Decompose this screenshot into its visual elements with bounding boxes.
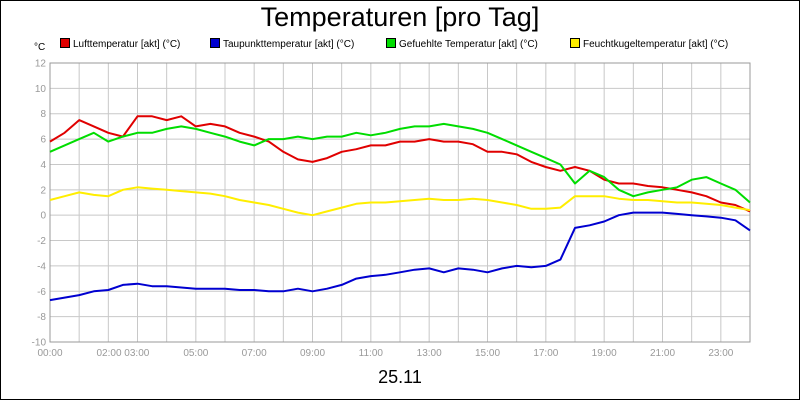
series-line-feuchtkugeltemperatur <box>49 186 751 217</box>
series-layer <box>49 115 751 302</box>
y-tick-label: -2 <box>37 236 46 247</box>
chart-title: Temperaturen [pro Tag] <box>260 2 540 32</box>
y-tick-label: 4 <box>40 160 46 171</box>
x-tick-label: 07:00 <box>242 348 267 359</box>
y-axis-unit: °C <box>34 42 46 53</box>
x-tick-label: 23:00 <box>708 348 733 359</box>
y-tick-label: 6 <box>40 135 46 146</box>
x-tick-label: 15:00 <box>475 348 500 359</box>
y-tick-label: 8 <box>40 109 46 120</box>
series-line-taupunkttemperatur <box>49 211 751 302</box>
y-tick-label: 10 <box>35 84 47 95</box>
legend-swatch-taupunkttemperatur <box>210 38 220 48</box>
series-line-gefuehlte-temperatur <box>49 122 751 204</box>
y-tick-label: -4 <box>37 261 46 272</box>
y-tick-label: -6 <box>37 287 46 298</box>
legend-item-gefuehlte-temperatur: Gefuehlte Temperatur [akt] (°C) <box>386 38 538 50</box>
legend-item-feuchtkugeltemperatur: Feuchtkugeltemperatur [akt] (°C) <box>570 38 728 50</box>
y-tick-label: 2 <box>40 185 46 196</box>
legend-swatch-lufttemperatur <box>60 38 70 48</box>
legend-label-gefuehlte-temperatur: Gefuehlte Temperatur [akt] (°C) <box>399 39 538 50</box>
x-tick-label: 19:00 <box>592 348 617 359</box>
x-tick-label: 00:00 <box>37 348 62 359</box>
legend-swatch-gefuehlte-temperatur <box>386 38 396 48</box>
legend-label-taupunkttemperatur: Taupunkttemperatur [akt] (°C) <box>223 39 355 50</box>
x-tick-label: 11:00 <box>359 348 384 359</box>
x-tick-label: 17:00 <box>533 348 558 359</box>
y-tick-label: 12 <box>35 59 47 70</box>
x-axis-date-label: 25.11 <box>378 367 422 387</box>
y-tick-label: 0 <box>40 211 46 222</box>
legend-label-feuchtkugeltemperatur: Feuchtkugeltemperatur [akt] (°C) <box>583 39 729 50</box>
legend-label-lufttemperatur: Lufttemperatur [akt] (°C) <box>73 39 181 50</box>
x-tick-label: 09:00 <box>300 348 325 359</box>
legend-swatch-feuchtkugeltemperatur <box>570 38 580 48</box>
legend-item-lufttemperatur: Lufttemperatur [akt] (°C) <box>60 38 180 50</box>
grid-layer <box>49 62 751 343</box>
y-tick-label: -8 <box>37 312 46 323</box>
x-tick-label: 02:00 03:00 <box>97 348 150 359</box>
x-tick-label: 21:00 <box>650 348 675 359</box>
legend-item-taupunkttemperatur: Taupunkttemperatur [akt] (°C) <box>210 38 354 50</box>
x-tick-label: 05:00 <box>183 348 208 359</box>
x-tick-label: 13:00 <box>417 348 442 359</box>
series-line-lufttemperatur <box>49 115 751 213</box>
y-tick-label: -10 <box>32 338 47 349</box>
